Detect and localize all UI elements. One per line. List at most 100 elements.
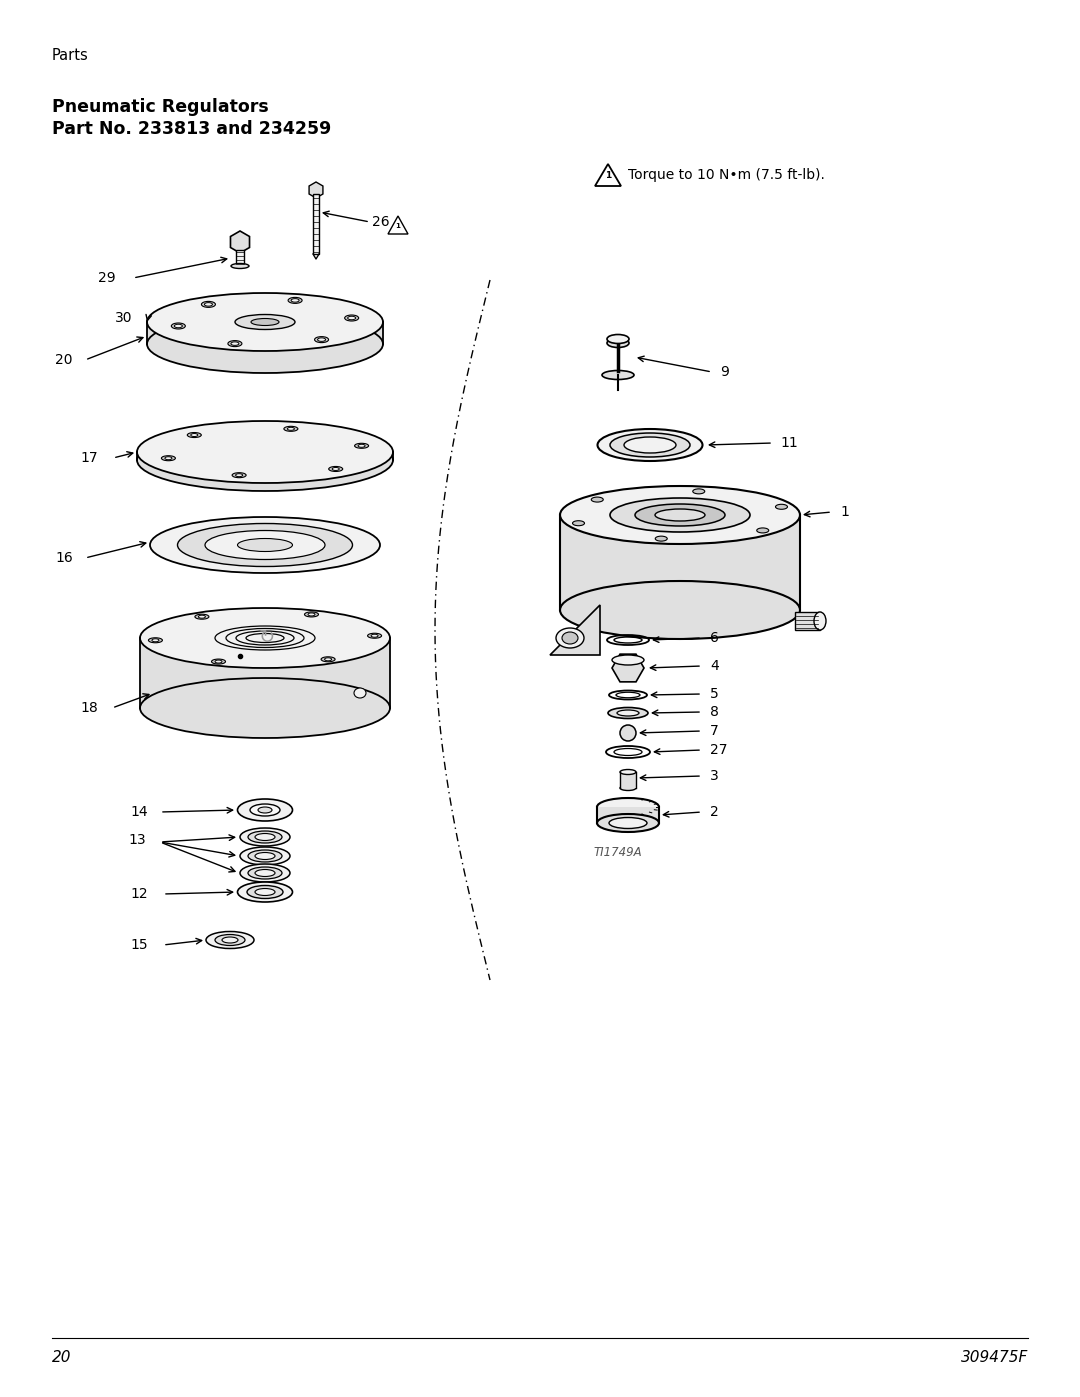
Ellipse shape [602, 370, 634, 380]
Text: TI1749A: TI1749A [593, 845, 642, 859]
Text: 15: 15 [130, 937, 148, 951]
Ellipse shape [255, 852, 275, 859]
Ellipse shape [607, 334, 629, 344]
Ellipse shape [177, 524, 352, 567]
Ellipse shape [235, 474, 243, 476]
Ellipse shape [240, 863, 291, 882]
Ellipse shape [152, 638, 159, 641]
Ellipse shape [248, 868, 282, 879]
Text: 29: 29 [98, 271, 116, 285]
Ellipse shape [147, 293, 383, 351]
Text: 3: 3 [710, 768, 719, 782]
Text: ↻: ↻ [259, 627, 275, 647]
Text: Part No. 233813 and 234259: Part No. 233813 and 234259 [52, 120, 332, 138]
Ellipse shape [232, 472, 246, 478]
Ellipse shape [597, 429, 702, 461]
Text: 8: 8 [710, 705, 719, 719]
Ellipse shape [612, 655, 644, 665]
Ellipse shape [620, 785, 636, 791]
Ellipse shape [147, 314, 383, 373]
Ellipse shape [247, 886, 283, 898]
Text: 2: 2 [710, 805, 719, 819]
Ellipse shape [161, 455, 175, 461]
Ellipse shape [308, 613, 315, 616]
Ellipse shape [255, 888, 275, 895]
Text: 1: 1 [840, 504, 849, 520]
Ellipse shape [656, 536, 667, 541]
Text: 14: 14 [130, 805, 148, 819]
Ellipse shape [140, 678, 390, 738]
Text: Torque to 10 N•m (7.5 ft-lb).: Torque to 10 N•m (7.5 ft-lb). [627, 168, 825, 182]
Ellipse shape [617, 710, 639, 717]
Ellipse shape [248, 849, 282, 862]
Text: 18: 18 [80, 701, 98, 715]
Bar [561, 515, 800, 610]
Ellipse shape [635, 504, 725, 527]
Ellipse shape [287, 427, 295, 430]
Ellipse shape [359, 444, 365, 447]
Ellipse shape [137, 420, 393, 483]
Bar [795, 612, 820, 630]
Ellipse shape [148, 638, 162, 643]
Ellipse shape [238, 799, 293, 821]
Text: 6: 6 [710, 631, 719, 645]
Ellipse shape [654, 509, 705, 521]
Text: 5: 5 [710, 687, 719, 701]
Bar [313, 194, 319, 254]
Ellipse shape [137, 429, 393, 490]
Bar [137, 453, 393, 460]
Ellipse shape [231, 342, 239, 345]
Ellipse shape [314, 337, 328, 342]
Text: 1: 1 [605, 172, 611, 180]
Polygon shape [550, 605, 600, 655]
Text: 20: 20 [52, 1351, 71, 1365]
Ellipse shape [775, 504, 787, 510]
Ellipse shape [562, 631, 578, 644]
Bar [597, 807, 659, 823]
Ellipse shape [348, 316, 355, 320]
Ellipse shape [150, 517, 380, 573]
Ellipse shape [608, 707, 648, 718]
Ellipse shape [620, 770, 636, 774]
Text: 4: 4 [710, 659, 719, 673]
Circle shape [620, 725, 636, 740]
Text: 16: 16 [55, 550, 72, 564]
Ellipse shape [228, 341, 242, 346]
Ellipse shape [255, 869, 275, 876]
Ellipse shape [165, 457, 172, 460]
Ellipse shape [325, 658, 332, 661]
Ellipse shape [255, 834, 275, 841]
Ellipse shape [140, 608, 390, 668]
Ellipse shape [284, 426, 298, 432]
Ellipse shape [610, 433, 690, 457]
Ellipse shape [321, 657, 335, 662]
Ellipse shape [215, 935, 245, 946]
Ellipse shape [372, 634, 378, 637]
Ellipse shape [305, 612, 319, 617]
Ellipse shape [251, 319, 279, 326]
Text: 17: 17 [80, 451, 97, 465]
Ellipse shape [248, 831, 282, 842]
Ellipse shape [610, 497, 750, 532]
Ellipse shape [202, 302, 215, 307]
Ellipse shape [609, 817, 647, 828]
Ellipse shape [367, 633, 381, 638]
Ellipse shape [215, 659, 222, 664]
Ellipse shape [172, 323, 186, 330]
Ellipse shape [318, 338, 325, 341]
Ellipse shape [561, 581, 800, 638]
Ellipse shape [199, 615, 205, 619]
Text: 9: 9 [720, 365, 729, 379]
Ellipse shape [556, 629, 584, 648]
Ellipse shape [194, 615, 208, 619]
Ellipse shape [231, 264, 249, 268]
Ellipse shape [292, 299, 299, 302]
Ellipse shape [354, 443, 368, 448]
Text: Pneumatic Regulators: Pneumatic Regulators [52, 98, 269, 116]
Ellipse shape [238, 538, 293, 552]
Ellipse shape [814, 612, 826, 630]
Text: 309475F: 309475F [961, 1351, 1028, 1365]
Ellipse shape [205, 531, 325, 560]
Ellipse shape [328, 467, 342, 471]
Bar [237, 250, 244, 265]
